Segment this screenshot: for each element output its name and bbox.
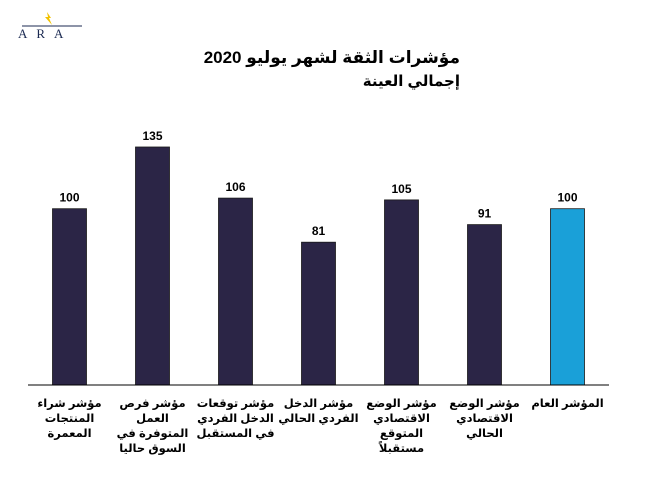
bar bbox=[467, 224, 502, 386]
bar bbox=[218, 197, 253, 386]
logo-mark-icon bbox=[22, 12, 82, 27]
logo-text: ARA bbox=[18, 26, 73, 41]
bar bbox=[550, 208, 585, 386]
data-label: 135 bbox=[142, 129, 162, 143]
bar bbox=[52, 208, 87, 386]
category-label: مؤشر الدخل الفردي الحالي bbox=[278, 398, 359, 425]
category-label: مؤشر فرص العمل المتوفرة في السوق حاليا bbox=[116, 398, 189, 455]
category-label: مؤشر الوضع الاقتصادي المتوقع مستقبلاً bbox=[366, 398, 437, 455]
category-label: مؤشر شراء المنتجات المعمرة bbox=[37, 398, 102, 440]
data-label: 81 bbox=[312, 224, 326, 238]
bar bbox=[384, 199, 419, 386]
ara-logo: ARA bbox=[18, 10, 98, 44]
category-label: مؤشر الوضع الاقتصادي الحالي bbox=[449, 398, 520, 440]
data-label: 106 bbox=[225, 180, 245, 194]
category-label: المؤشر العام bbox=[531, 398, 604, 410]
data-label: 100 bbox=[59, 191, 79, 205]
data-label: 100 bbox=[557, 191, 577, 205]
data-label: 105 bbox=[391, 182, 411, 196]
category-label: مؤشر توقعات الدخل الفردي في المستقبل bbox=[196, 398, 275, 440]
bar bbox=[301, 241, 336, 386]
chart-subtitle: إجمالي العينة bbox=[362, 73, 460, 90]
data-label: 91 bbox=[478, 207, 492, 221]
chart-title: مؤشرات الثقة لشهر يوليو 2020 bbox=[203, 48, 460, 67]
bar bbox=[135, 146, 170, 386]
